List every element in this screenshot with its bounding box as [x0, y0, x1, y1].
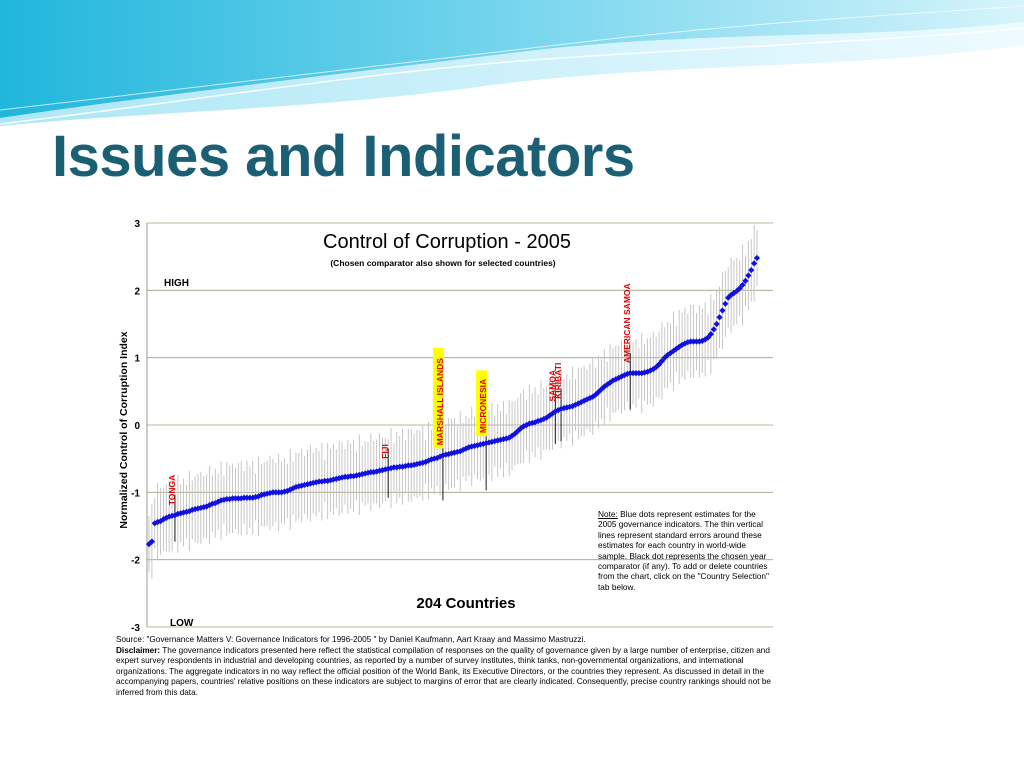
estimate-dot [748, 267, 755, 274]
y-tick-label: -3 [131, 623, 140, 634]
estimate-dot [753, 254, 761, 262]
y-axis-label: Normalized Control of Corruption Index [118, 331, 130, 528]
y-tick-label: -1 [131, 488, 140, 499]
chart-note: Note: Blue dots represent estimates for … [598, 509, 770, 592]
x-axis-label: 204 Countries [416, 595, 515, 612]
low-label: LOW [170, 618, 194, 629]
gridlines [146, 222, 773, 628]
country-label-samoa: SAMOA [547, 370, 557, 402]
note-text: Blue dots represent estimates for the 20… [598, 509, 769, 592]
estimate-dots [145, 254, 761, 548]
country-label-fiji: FIJI [380, 444, 390, 459]
country-labels: TONGA FIJI MARSHALL ISLANDS MICRONESIA SAMOA… [167, 283, 632, 505]
disclaimer-text: The governance indicators presented here… [116, 645, 771, 697]
source-line: Source: "Governance Matters V: Governanc… [116, 635, 586, 644]
country-label-highlight [432, 347, 444, 449]
comparator-lines [174, 353, 631, 542]
header-wave-dark [0, 0, 1024, 118]
estimate-dot [655, 361, 663, 368]
y-tick-label: -2 [131, 556, 140, 567]
estimate-dot [722, 300, 729, 307]
country-label-kiribati: KIRIBATI [553, 363, 563, 399]
estimate-dot [716, 314, 723, 321]
note-label: Note: [598, 509, 618, 519]
estimate-dot [739, 281, 746, 289]
estimate-dot [713, 320, 720, 328]
country-label-tonga: TONGA [167, 475, 177, 506]
y-tick-label: 2 [134, 286, 140, 297]
estimate-dot [658, 357, 666, 365]
disclaimer-paragraph: Disclaimer: The governance indicators pr… [116, 646, 774, 699]
slide-title: Issues and Indicators [52, 124, 635, 189]
disclaimer-label: Disclaimer: [116, 645, 161, 655]
estimate-dot [710, 326, 717, 333]
estimate-dot [751, 260, 758, 267]
estimate-dot [745, 272, 752, 279]
y-tick-label: 3 [134, 219, 140, 230]
y-tick-label: 0 [134, 421, 140, 432]
source-disclaimer: Source: "Governance Matters V: Governanc… [116, 635, 774, 699]
country-label-micronesia: MICRONESIA [478, 379, 488, 433]
y-tick-label: 1 [134, 354, 140, 365]
header-wave-line-2 [0, 5, 1024, 111]
country-label-marshall-islands: MARSHALL ISLANDS [435, 358, 445, 446]
header-wave-light [0, 22, 1024, 126]
estimate-dot [736, 285, 743, 292]
country-label-american-samoa: AMERICAN SAMOA [622, 283, 632, 363]
chart-title: Control of Corruption - 2005 [323, 231, 571, 253]
header-wave-line [0, 27, 1024, 125]
estimate-dot [719, 307, 726, 314]
chart-subtitle: (Chosen comparator also shown for select… [330, 258, 555, 268]
high-label: HIGH [164, 278, 189, 289]
country-label-highlight [476, 370, 488, 437]
y-tick-labels: 3 2 1 0 -1 -2 -3 [131, 219, 140, 634]
